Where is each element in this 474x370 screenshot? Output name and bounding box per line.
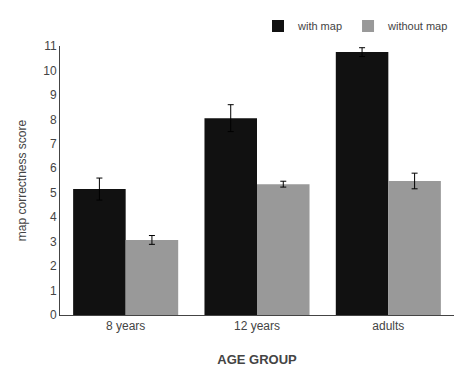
- svg-text:with map: with map: [297, 20, 342, 32]
- svg-text:8: 8: [50, 113, 57, 127]
- svg-text:3: 3: [50, 235, 57, 249]
- svg-text:4: 4: [50, 210, 57, 224]
- svg-text:8 years: 8 years: [106, 319, 145, 333]
- svg-text:2: 2: [50, 259, 57, 273]
- svg-text:1: 1: [50, 284, 57, 298]
- svg-text:map correctness score: map correctness score: [15, 119, 29, 241]
- svg-text:5: 5: [50, 186, 57, 200]
- svg-text:adults: adults: [372, 319, 404, 333]
- svg-text:6: 6: [50, 161, 57, 175]
- svg-text:10: 10: [43, 64, 57, 78]
- svg-text:9: 9: [50, 88, 57, 102]
- svg-text:0: 0: [50, 308, 57, 322]
- svg-text:11: 11: [44, 39, 57, 53]
- svg-text:AGE GROUP: AGE GROUP: [217, 352, 297, 367]
- svg-text:7: 7: [50, 137, 57, 151]
- svg-text:12 years: 12 years: [234, 319, 280, 333]
- svg-text:without map: without map: [387, 20, 447, 32]
